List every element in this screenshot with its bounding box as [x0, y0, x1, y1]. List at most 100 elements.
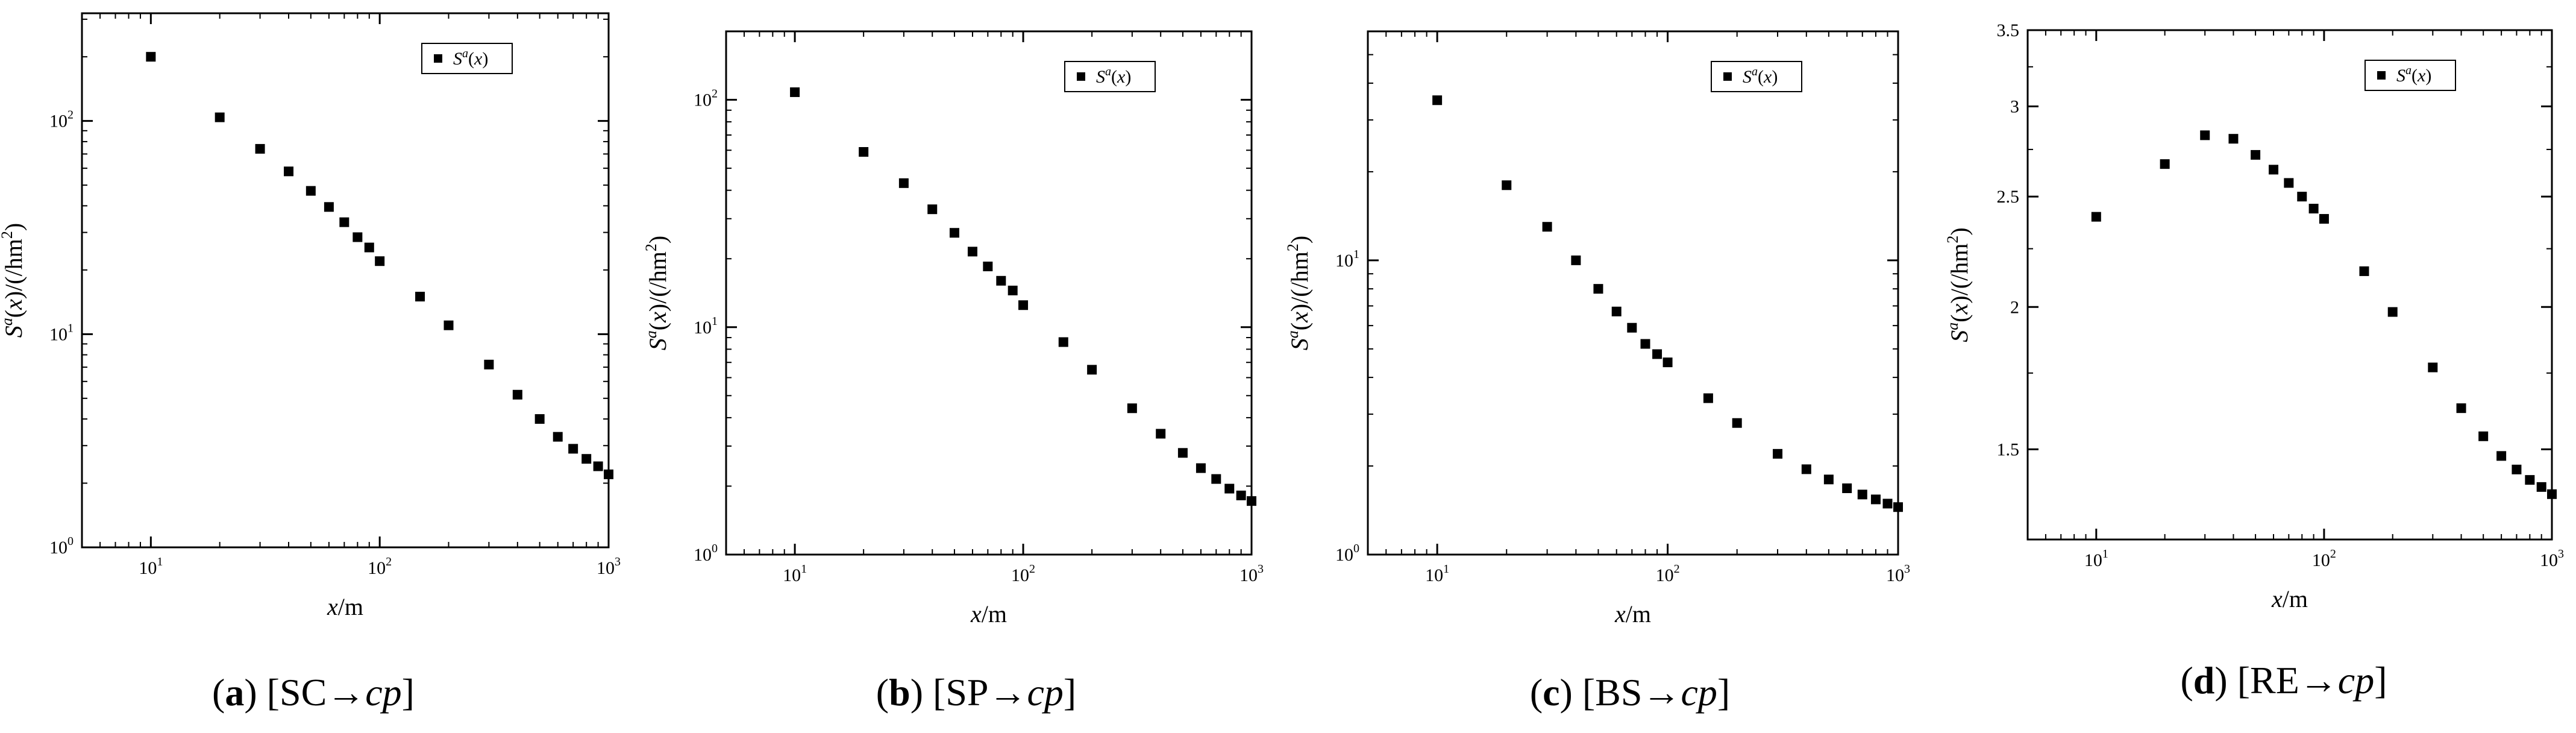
data-point [534, 414, 545, 424]
data-point [215, 112, 225, 122]
legend-marker [1077, 72, 1085, 81]
y-tick-label: 100 [1335, 542, 1359, 565]
data-point [1177, 448, 1188, 458]
legend-box [421, 43, 513, 74]
data-point [1703, 393, 1713, 403]
data-point [2308, 204, 2319, 214]
data-point [1571, 255, 1581, 265]
x-axis-title: x/m [970, 600, 1007, 628]
data-point [1662, 357, 1673, 368]
data-point [1870, 494, 1881, 505]
legend: Sa(x) [2364, 60, 2456, 91]
y-axis-title: Sa(x)/(/hm2) [1944, 227, 1973, 342]
data-point [1156, 429, 1166, 439]
legend-marker [434, 54, 442, 63]
y-axis-title: Sa(x)/(/hm2) [1284, 236, 1313, 350]
x-tick-label: 101 [1425, 562, 1449, 585]
data-point [2496, 451, 2507, 461]
data-point [2387, 307, 2398, 317]
data-point [1593, 284, 1603, 294]
legend-label: Sa(x) [1096, 65, 1131, 87]
data-point [1502, 180, 1512, 190]
data-point [1211, 474, 1221, 484]
data-point [1640, 339, 1650, 349]
data-point [1801, 464, 1811, 474]
y-axis-title: Sa(x)/(/hm2) [0, 223, 27, 338]
y-tick-label: 102 [49, 109, 74, 131]
x-axis-title: x/m [327, 593, 363, 620]
chart-panel-4: 101 102 103 1.5 2 2.5 3 3.5 x/m Sa(x)/(/hm2) Sa(x)… [1944, 20, 2564, 702]
x-tick-label: 101 [783, 562, 807, 585]
data-point [484, 359, 494, 370]
data-point [581, 454, 592, 464]
data-point [2536, 482, 2546, 492]
x-tick-label: 102 [368, 555, 392, 578]
panel-caption: (a) [SC→cp] [212, 671, 415, 714]
legend: Sa(x) [1064, 61, 1156, 92]
y-tick-label: 1.5 [1997, 439, 2020, 459]
data-point [568, 444, 578, 454]
data-point [604, 469, 613, 479]
data-point [1247, 496, 1256, 506]
data-point [1127, 403, 1137, 414]
data-point [1542, 222, 1552, 232]
data-point [339, 217, 349, 227]
y-tick-label: 3 [2010, 97, 2019, 117]
x-tick-label: 101 [2084, 547, 2108, 570]
x-tick-label: 103 [1239, 562, 1264, 585]
data-point [859, 146, 869, 157]
chart-panel-1: 101102103100101102x/mSa(x)/(/hm2)Sa(x)(a… [0, 12, 621, 714]
data-point [1224, 483, 1235, 494]
data-point [415, 292, 425, 302]
data-point [2428, 362, 2438, 373]
x-tick-label: 103 [1886, 562, 1910, 585]
data-point [790, 87, 800, 97]
legend: Sa(x) [1711, 61, 1802, 92]
data-point [353, 232, 363, 242]
legend-marker [1723, 72, 1732, 81]
legend: Sa(x) [421, 43, 513, 74]
chart-panel-2: 101 102 103100101102x/mSa(x)/(/hm2)Sa(x)(b… [642, 30, 1264, 714]
data-point [1857, 489, 1867, 500]
y-axis-title: Sa(x)/(/hm2) [642, 236, 671, 350]
data-point [2359, 266, 2369, 276]
data-point [2251, 149, 2261, 160]
data-point [2547, 489, 2557, 499]
legend-label: Sa(x) [453, 47, 488, 69]
chart-panel-3: 101 102 103 100 101 x/m Sa(x)/(/hm2) Sa(x) (c) [… [1284, 30, 1910, 714]
x-tick-label: 102 [1656, 562, 1680, 585]
data-point [2269, 165, 2279, 175]
x-axis-title: x/m [2271, 585, 2308, 612]
legend-marker [2377, 71, 2386, 80]
data-point [927, 204, 938, 215]
data-point [255, 143, 265, 154]
data-point [553, 432, 563, 442]
data-point [512, 389, 522, 400]
y-tick-label: 101 [49, 321, 74, 344]
data-point [146, 52, 156, 62]
legend-label: Sa(x) [2396, 64, 2431, 86]
data-point [1236, 490, 1246, 500]
x-axis-title: x/m [1614, 600, 1651, 628]
data-point [1018, 300, 1029, 310]
data-point [1008, 285, 1018, 295]
data-point [967, 247, 977, 257]
data-point [2525, 475, 2535, 485]
data-point [1882, 499, 1893, 509]
data-point [949, 228, 959, 238]
data-point [2478, 431, 2489, 441]
legend-label: Sa(x) [1743, 65, 1778, 87]
y-tick-label: 2 [2010, 297, 2019, 317]
data-point [2456, 403, 2466, 414]
data-point [983, 261, 993, 271]
x-tick-label: 103 [2540, 547, 2564, 570]
panel-caption: (b) [SP→cp] [876, 671, 1076, 714]
data-point [593, 461, 603, 471]
data-point [2512, 464, 2522, 474]
data-point [1823, 474, 1834, 485]
plot-frame [725, 30, 1253, 556]
data-point [2284, 178, 2294, 188]
panel-caption: (d) [RE→cp] [2180, 659, 2387, 702]
y-tick-label: 102 [694, 87, 718, 110]
data-point [1058, 337, 1068, 347]
